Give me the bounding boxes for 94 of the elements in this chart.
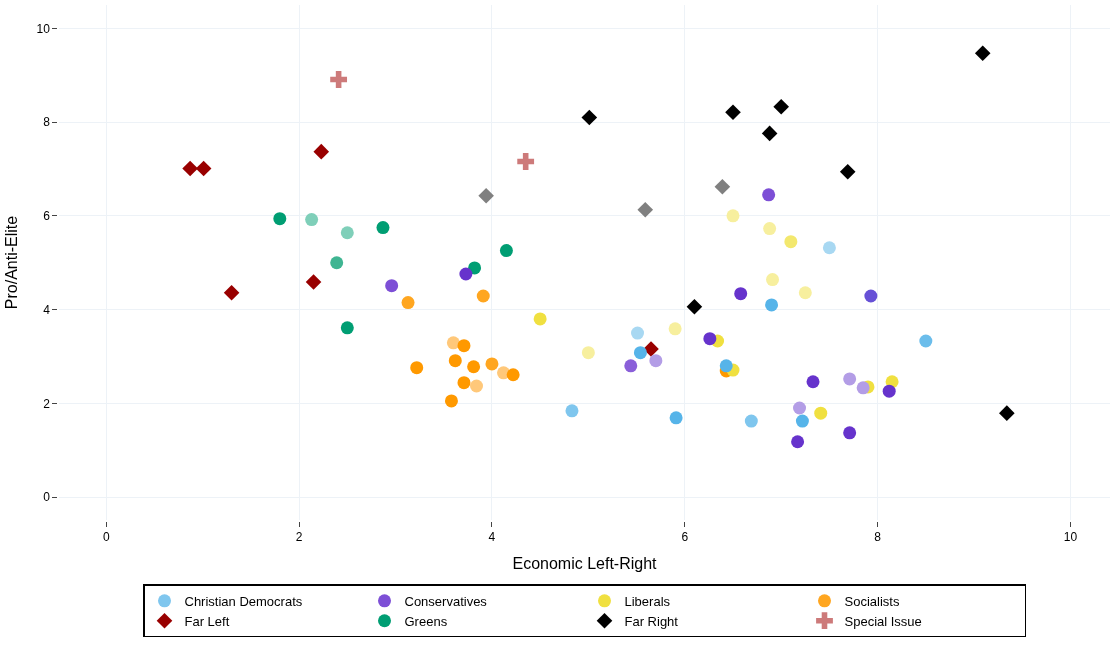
y-axis-title: Pro/Anti-Elite — [2, 215, 20, 310]
x-tick-label: 0 — [102, 530, 110, 545]
point — [444, 394, 458, 408]
point — [478, 187, 494, 204]
point — [719, 359, 733, 373]
point — [882, 384, 896, 398]
point — [784, 235, 798, 249]
point — [822, 241, 836, 255]
point — [843, 372, 857, 386]
point — [624, 359, 638, 373]
point — [410, 361, 424, 375]
legend-label: Liberals — [624, 593, 671, 609]
point — [223, 284, 240, 301]
point — [273, 212, 287, 226]
point — [999, 405, 1015, 421]
point — [725, 104, 741, 121]
point — [446, 336, 460, 350]
point — [762, 188, 776, 202]
y-tick-label: 6 — [43, 209, 51, 224]
point — [814, 406, 828, 420]
x-tick-label: 10 — [1063, 530, 1078, 545]
point — [305, 213, 319, 227]
x-tick-label: 8 — [874, 530, 882, 545]
legend-label: Greens — [404, 613, 448, 629]
point — [919, 334, 933, 348]
point — [766, 273, 780, 287]
point — [581, 109, 598, 126]
point — [761, 125, 778, 142]
point — [864, 289, 878, 303]
point — [765, 298, 779, 312]
point — [843, 426, 857, 440]
point — [467, 360, 481, 374]
point — [974, 45, 991, 62]
x-tick-label: 2 — [295, 530, 303, 545]
point — [448, 354, 462, 368]
point — [485, 357, 499, 371]
point — [686, 298, 703, 315]
x-tick-label: 6 — [681, 530, 689, 545]
point — [763, 222, 777, 236]
point — [459, 267, 473, 281]
legend-label: Far Left — [184, 613, 230, 629]
point — [517, 153, 535, 170]
point — [305, 274, 322, 290]
point — [330, 71, 348, 88]
point — [631, 326, 645, 340]
point — [714, 179, 731, 195]
point — [806, 375, 820, 389]
legend-label: Special Issue — [844, 613, 922, 629]
y-tick-label: 4 — [43, 302, 51, 317]
point — [649, 354, 663, 368]
legend-label: Socialists — [844, 593, 900, 609]
y-tick-label: 0 — [43, 490, 51, 505]
point — [506, 368, 520, 382]
point — [668, 322, 682, 336]
y-tick-label: 8 — [43, 115, 51, 130]
point — [476, 289, 490, 303]
point — [791, 435, 805, 449]
point — [195, 160, 212, 177]
point — [633, 346, 647, 360]
point — [726, 209, 740, 223]
point — [340, 321, 354, 335]
point — [313, 143, 330, 160]
point — [401, 296, 415, 310]
legend-label: Christian Democrats — [184, 593, 303, 609]
point — [340, 226, 354, 240]
point — [330, 256, 344, 270]
point — [839, 164, 856, 180]
x-axis-title: Economic Left-Right — [512, 555, 658, 573]
point — [744, 414, 758, 428]
legend-label: Conservatives — [404, 593, 488, 609]
x-tick-label: 4 — [488, 530, 496, 545]
y-tick-label: 10 — [36, 21, 51, 36]
point — [734, 287, 748, 301]
point — [798, 286, 812, 300]
point — [793, 401, 807, 415]
y-tick-label: 2 — [43, 396, 51, 411]
point — [795, 414, 809, 428]
point — [637, 201, 654, 218]
point — [385, 279, 399, 293]
point — [565, 404, 579, 418]
point — [856, 381, 870, 395]
point — [581, 346, 595, 360]
point — [468, 261, 482, 275]
point — [457, 339, 471, 353]
point — [457, 376, 471, 390]
legend-label: Far Right — [624, 613, 679, 629]
point — [703, 332, 717, 346]
point — [499, 244, 513, 258]
point — [669, 411, 683, 425]
point — [470, 379, 484, 393]
point — [773, 98, 789, 115]
point — [182, 160, 198, 177]
point — [533, 312, 547, 326]
point — [376, 221, 390, 235]
